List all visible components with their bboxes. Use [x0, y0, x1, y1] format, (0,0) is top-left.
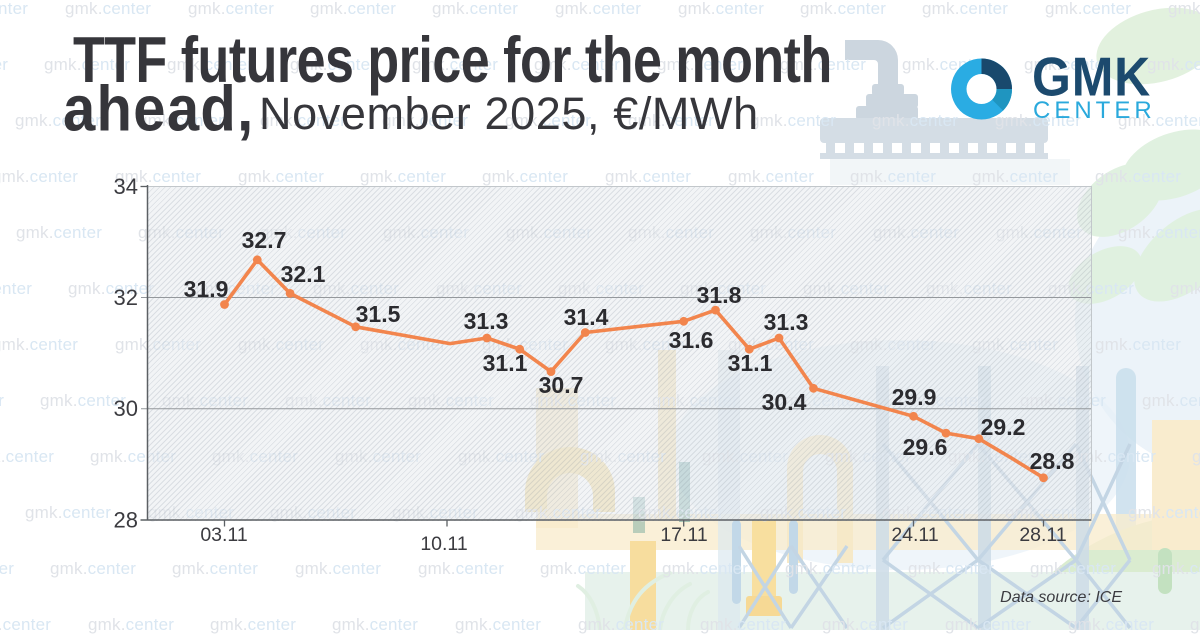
svg-text:31.9: 31.9 [184, 276, 229, 302]
svg-text:31.8: 31.8 [697, 282, 742, 308]
svg-text:03.11: 03.11 [200, 524, 247, 546]
svg-text:31.1: 31.1 [728, 350, 773, 376]
svg-text:31.5: 31.5 [356, 301, 401, 327]
svg-text:28: 28 [114, 508, 138, 533]
svg-text:31.4: 31.4 [564, 304, 609, 330]
svg-text:34: 34 [114, 174, 138, 199]
svg-text:30.7: 30.7 [539, 372, 584, 398]
svg-text:31.3: 31.3 [464, 308, 509, 334]
svg-text:32.7: 32.7 [242, 227, 287, 253]
svg-text:29.9: 29.9 [892, 384, 937, 410]
svg-text:10.11: 10.11 [420, 533, 467, 555]
svg-text:31.3: 31.3 [764, 309, 809, 335]
svg-text:31.1: 31.1 [483, 350, 528, 376]
svg-text:24.11: 24.11 [891, 524, 938, 546]
svg-text:29.6: 29.6 [903, 434, 948, 460]
svg-text:30.4: 30.4 [762, 389, 807, 415]
svg-text:31.6: 31.6 [669, 327, 714, 353]
svg-text:32: 32 [114, 285, 138, 310]
svg-text:28.11: 28.11 [1019, 524, 1066, 546]
svg-text:30: 30 [114, 396, 138, 421]
svg-text:29.2: 29.2 [981, 414, 1026, 440]
svg-text:32.1: 32.1 [281, 261, 326, 287]
svg-text:17.11: 17.11 [660, 524, 707, 546]
svg-text:28.8: 28.8 [1030, 448, 1075, 474]
